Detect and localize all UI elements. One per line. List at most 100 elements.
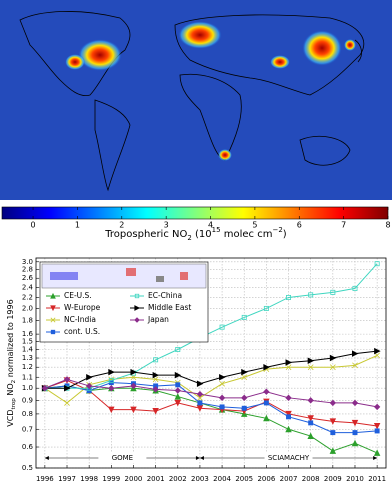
marker [263,388,270,395]
hotspot [78,39,122,71]
legend-label: cont. U.S. [64,327,100,336]
hotspot [302,30,342,66]
y-tick-label: 1.4 [22,345,34,353]
label-part: Tropospheric NO [104,229,187,240]
x-tick-label: 2011 [368,475,386,483]
marker [153,357,159,363]
marker [219,404,225,410]
label-part: trop [11,398,17,410]
marker [307,397,314,404]
arrow-head [195,456,200,460]
marker [285,359,293,366]
marker [63,376,71,383]
marker [352,362,358,369]
x-tick-label: 1996 [36,475,54,483]
legend-marker [134,305,141,311]
marker [218,394,226,401]
series-line [44,378,378,408]
marker [219,380,225,387]
hotspot [270,55,290,69]
label-part: 2 [11,380,17,384]
annotation-bg [98,453,147,463]
legend-label: CE-U.S. [64,291,92,300]
marker [219,324,225,330]
marker [108,406,115,414]
marker [196,405,204,412]
colorbar-label: Tropospheric NO2 (1015 molec cm−2) [104,226,287,242]
colorbar-tick-label: 4 [208,221,213,230]
marker [351,399,359,407]
marker [197,400,203,406]
marker [152,386,159,393]
marker [130,382,137,390]
region-box [50,272,78,280]
marker [174,399,182,407]
y-tick-label: 1.5 [22,338,33,346]
marker [152,371,160,379]
colorbar-tick-label: 6 [297,221,302,230]
marker [64,400,70,406]
series-line [44,263,378,389]
marker [263,414,270,422]
marker [330,430,336,436]
y-tick-label: 0.9 [22,396,33,404]
marker [285,394,292,401]
hotspot [65,54,85,70]
x-tick-label: 2007 [280,475,298,483]
colorbar-tick-label: 2 [119,221,124,230]
colorbar-tick-label: 5 [252,221,257,230]
marker [241,405,247,411]
marker [329,447,337,454]
x-tick-label: 1998 [80,475,98,483]
marker [374,261,380,267]
label-part: 2 [187,234,191,242]
marker [263,363,270,371]
marker [307,415,314,422]
legend-label: NC-India [64,315,96,324]
y-tick-label: 3.0 [22,258,33,266]
hotspot [344,39,356,51]
marker [329,399,337,407]
marker [174,387,181,394]
y-tick-label: 2.4 [22,283,34,291]
south-america [94,99,131,192]
x-tick-label: 2010 [346,475,364,483]
marker [41,385,49,392]
annotation-bg [264,453,313,463]
marker [351,419,359,427]
marker [174,371,182,379]
marker [307,432,314,440]
y-tick-label: 0.7 [22,425,33,433]
hotspot [218,149,232,161]
plot-frame [35,257,387,469]
marker [152,408,159,415]
y-tick-label: 2.0 [22,304,33,312]
colorbar-tick-label: 7 [341,221,346,230]
region-box [126,268,136,276]
colorbar-tick-label: 0 [31,221,36,230]
marker [307,357,315,364]
series-line [44,354,378,404]
marker [197,394,203,401]
series-line [44,379,378,427]
marker [241,374,248,381]
marker [285,364,292,371]
arrow-head [199,456,204,460]
marker [241,368,248,376]
japan-coast [354,39,362,63]
colorbar-tick-label: 8 [385,221,390,230]
marker [374,347,381,355]
hotspot [178,21,222,49]
label-part: −2 [272,226,282,234]
x-tick-label: 1999 [102,475,120,483]
marker [351,350,359,357]
marker [175,347,181,352]
series-line [44,385,378,454]
marker [307,364,314,371]
marker [330,289,336,295]
marker [263,400,269,406]
no2-map [0,0,392,200]
marker [308,292,314,298]
legend-label: EC-China [148,291,182,300]
